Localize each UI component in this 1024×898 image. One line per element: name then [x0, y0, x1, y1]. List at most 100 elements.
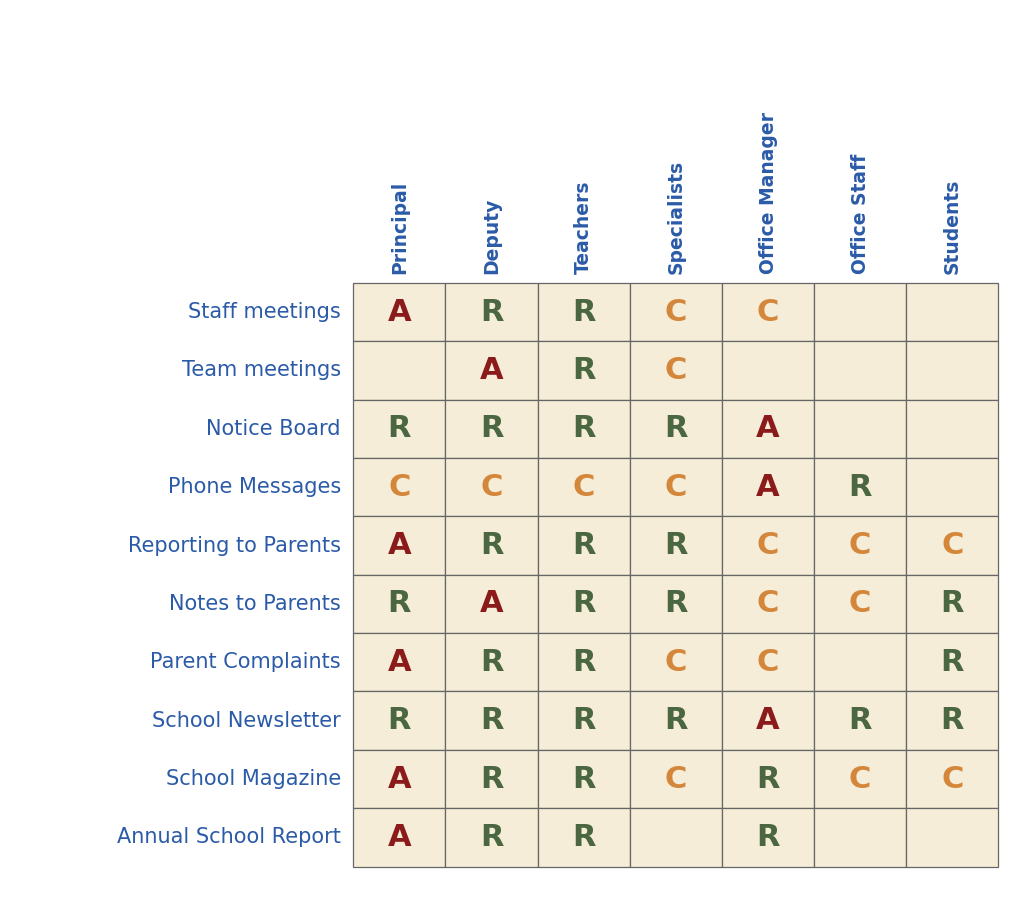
Bar: [538, 341, 630, 400]
Text: R: R: [665, 531, 687, 560]
Text: Notice Board: Notice Board: [207, 418, 341, 439]
Text: A: A: [479, 356, 504, 385]
Text: Staff meetings: Staff meetings: [188, 302, 341, 322]
Bar: [630, 400, 722, 458]
Bar: [814, 808, 906, 867]
Bar: [353, 341, 445, 400]
Text: R: R: [572, 823, 595, 852]
Text: R: R: [941, 706, 964, 735]
Text: C: C: [665, 647, 687, 677]
Text: Notes to Parents: Notes to Parents: [169, 594, 341, 614]
Bar: [353, 808, 445, 867]
Text: R: R: [480, 706, 503, 735]
Text: C: C: [388, 472, 411, 502]
Text: R: R: [388, 414, 411, 444]
Bar: [353, 516, 445, 575]
Bar: [722, 750, 814, 808]
Text: R: R: [849, 706, 871, 735]
Text: C: C: [757, 531, 779, 560]
Text: Office Manager: Office Manager: [759, 112, 777, 274]
Bar: [353, 283, 445, 341]
Text: R: R: [572, 589, 595, 619]
Bar: [814, 458, 906, 516]
Text: Teachers: Teachers: [574, 180, 593, 274]
Text: Office Staff: Office Staff: [851, 154, 869, 274]
Bar: [445, 400, 538, 458]
Bar: [630, 458, 722, 516]
Bar: [814, 516, 906, 575]
Bar: [906, 400, 998, 458]
Text: C: C: [849, 589, 871, 619]
Bar: [630, 750, 722, 808]
Bar: [630, 575, 722, 633]
Bar: [630, 808, 722, 867]
Bar: [722, 808, 814, 867]
Text: R: R: [572, 414, 595, 444]
Text: A: A: [756, 414, 780, 444]
Text: C: C: [757, 297, 779, 327]
Bar: [445, 516, 538, 575]
Text: R: R: [572, 706, 595, 735]
Bar: [814, 691, 906, 750]
Bar: [445, 575, 538, 633]
Bar: [814, 575, 906, 633]
Text: Students: Students: [943, 179, 962, 274]
Bar: [722, 575, 814, 633]
Text: C: C: [572, 472, 595, 502]
Bar: [814, 341, 906, 400]
Text: R: R: [757, 823, 779, 852]
Bar: [814, 750, 906, 808]
Text: C: C: [665, 356, 687, 385]
Text: R: R: [941, 647, 964, 677]
Bar: [906, 808, 998, 867]
Text: School Newsletter: School Newsletter: [153, 710, 341, 731]
Bar: [906, 633, 998, 691]
Bar: [906, 691, 998, 750]
Text: R: R: [665, 589, 687, 619]
Text: R: R: [572, 356, 595, 385]
Text: R: R: [388, 706, 411, 735]
Bar: [445, 633, 538, 691]
Text: C: C: [941, 531, 964, 560]
Bar: [722, 400, 814, 458]
Text: A: A: [387, 531, 412, 560]
Bar: [353, 633, 445, 691]
Text: R: R: [757, 764, 779, 794]
Text: C: C: [757, 589, 779, 619]
Bar: [814, 283, 906, 341]
Text: A: A: [756, 472, 780, 502]
Bar: [906, 750, 998, 808]
Bar: [906, 458, 998, 516]
Text: A: A: [387, 823, 412, 852]
Text: Reporting to Parents: Reporting to Parents: [128, 535, 341, 556]
Bar: [630, 516, 722, 575]
Bar: [814, 633, 906, 691]
Bar: [630, 341, 722, 400]
Text: R: R: [572, 531, 595, 560]
Text: R: R: [665, 706, 687, 735]
Bar: [353, 458, 445, 516]
Bar: [722, 341, 814, 400]
Bar: [538, 633, 630, 691]
Text: C: C: [941, 764, 964, 794]
Text: R: R: [849, 472, 871, 502]
Bar: [538, 516, 630, 575]
Bar: [353, 750, 445, 808]
Text: R: R: [480, 531, 503, 560]
Bar: [445, 283, 538, 341]
Text: R: R: [572, 297, 595, 327]
Text: R: R: [480, 647, 503, 677]
Bar: [906, 575, 998, 633]
Bar: [445, 691, 538, 750]
Bar: [353, 400, 445, 458]
Text: C: C: [665, 297, 687, 327]
Text: C: C: [757, 647, 779, 677]
Text: R: R: [572, 647, 595, 677]
Bar: [538, 691, 630, 750]
Text: R: R: [480, 764, 503, 794]
Text: Parent Complaints: Parent Complaints: [151, 652, 341, 673]
Bar: [630, 633, 722, 691]
Text: A: A: [387, 297, 412, 327]
Text: C: C: [665, 472, 687, 502]
Text: R: R: [480, 414, 503, 444]
